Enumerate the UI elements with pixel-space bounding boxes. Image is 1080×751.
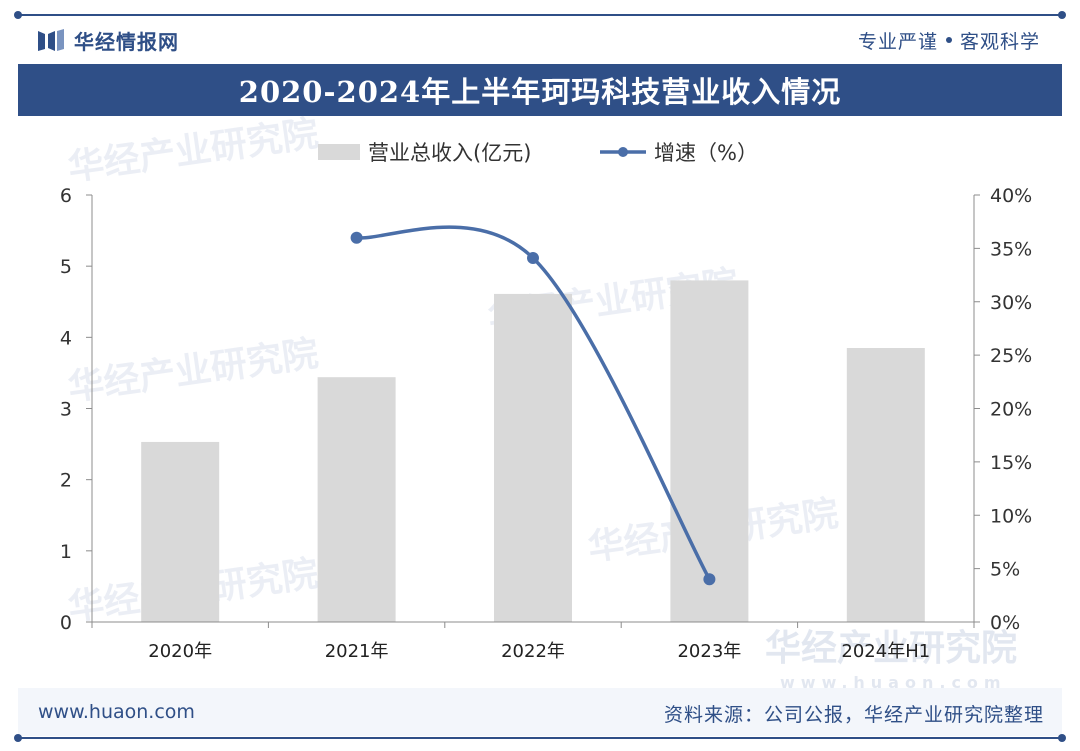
brand: 华经情报网 xyxy=(38,26,179,54)
x-tick-label: 2020年 xyxy=(148,641,212,662)
x-tick-label: 2021年 xyxy=(325,641,389,662)
y-right-tick-label: 5% xyxy=(990,559,1020,581)
brand-logo-icon xyxy=(38,29,64,51)
bar-2 xyxy=(494,293,572,622)
y-left-tick-label: 6 xyxy=(60,185,72,207)
y-left-tick-label: 0 xyxy=(60,612,72,634)
y-right-tick-label: 25% xyxy=(990,345,1032,367)
growth-point-1 xyxy=(350,231,363,244)
y-right-tick-label: 0% xyxy=(990,612,1020,634)
y-right-tick-label: 15% xyxy=(990,452,1032,474)
chart-title: 2020-2024年上半年珂玛科技营业收入情况 xyxy=(238,75,842,109)
bar-3 xyxy=(670,280,749,622)
y-right-tick-label: 20% xyxy=(990,399,1032,421)
rule-dot xyxy=(1058,734,1066,742)
growth-point-2 xyxy=(527,251,539,264)
bottom-rule xyxy=(14,734,1066,742)
footer-website[interactable]: www.huaon.com xyxy=(38,701,195,723)
y-left-tick-label: 4 xyxy=(60,327,72,349)
slogan-separator xyxy=(945,37,952,43)
slogan-left: 专业严谨 xyxy=(857,30,938,53)
chart-title-bar: 2020-2024年上半年珂玛科技营业收入情况 xyxy=(18,64,1062,116)
growth-line xyxy=(356,225,711,581)
bar-0 xyxy=(141,441,220,622)
legend-bar-swatch xyxy=(318,144,360,160)
y-left-tick-label: 1 xyxy=(60,541,72,563)
x-tick-label: 2024年H1 xyxy=(841,641,930,662)
y-left-tick-label: 2 xyxy=(60,470,72,492)
bar-4 xyxy=(846,348,925,622)
watermark-text: 华经产业研究院 xyxy=(66,333,321,409)
footer-source: 资料来源：公司公报，华经产业研究院整理 xyxy=(663,704,1044,726)
x-tick-label: 2023年 xyxy=(677,641,741,662)
top-rule xyxy=(14,11,1066,19)
legend-bar-label: 营业总收入(亿元) xyxy=(368,141,531,165)
rule-dot xyxy=(14,11,22,19)
y-left-tick-label: 5 xyxy=(60,256,72,278)
y-left-tick-label: 3 xyxy=(60,399,72,421)
watermark-text: 华经产业研究院 xyxy=(66,113,321,189)
brand-name: 华经情报网 xyxy=(74,29,179,54)
y-right-tick-label: 40% xyxy=(990,185,1032,207)
footer-band xyxy=(18,688,1062,736)
watermark-url: www.huaon.com xyxy=(780,673,1007,692)
x-tick-label: 2022年 xyxy=(501,641,565,662)
rule-dot xyxy=(14,734,22,742)
y-right-tick-label: 35% xyxy=(990,238,1032,260)
y-right-tick-label: 10% xyxy=(990,505,1032,527)
legend-line-label: 增速（%） xyxy=(654,141,758,165)
y-right-tick-label: 30% xyxy=(990,292,1032,314)
growth-point-3 xyxy=(703,573,716,586)
legend-line-marker xyxy=(618,147,628,157)
watermark-text: 华经产业研究院 xyxy=(765,628,1017,669)
slogan: 专业严谨 客观科学 xyxy=(858,26,1040,54)
slogan-right: 客观科学 xyxy=(959,30,1040,53)
bar-1 xyxy=(317,377,396,622)
rule-dot xyxy=(1058,11,1066,19)
